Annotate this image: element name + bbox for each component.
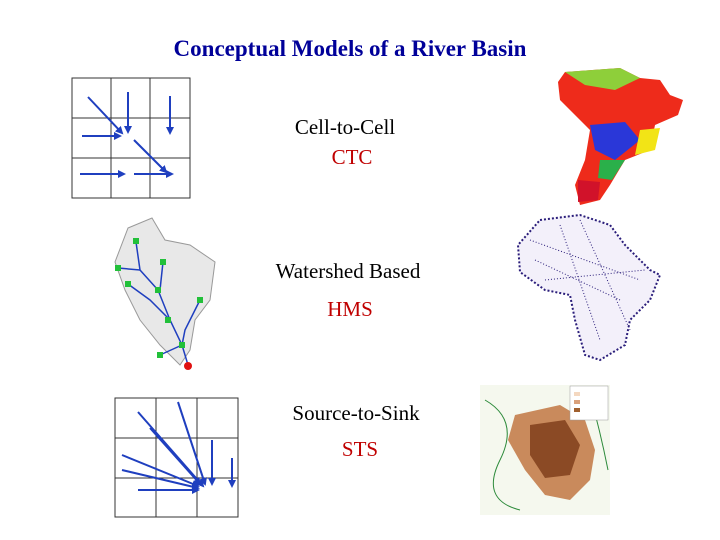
row-abbr: STS (342, 437, 378, 461)
watershed-diagram (114, 217, 216, 370)
row-name: Watershed Based (276, 259, 421, 283)
row-name: Source-to-Sink (292, 401, 420, 425)
row-abbr: CTC (332, 145, 373, 169)
row-abbr: HMS (327, 297, 373, 321)
sts-arrows (121, 401, 236, 494)
title: Conceptual Models of a River Basin (174, 36, 527, 61)
ctc-arrows (80, 92, 174, 178)
congo-map (480, 385, 610, 515)
south-america-map (558, 68, 683, 205)
row-name: Cell-to-Cell (295, 115, 395, 139)
ctc-grid (71, 77, 191, 199)
africa-map (516, 213, 662, 362)
